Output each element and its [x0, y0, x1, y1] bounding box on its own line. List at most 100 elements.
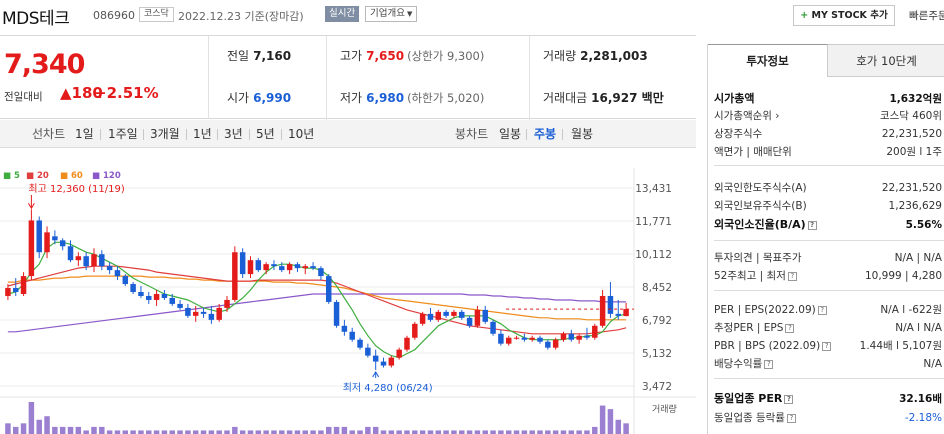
candle-body — [560, 333, 567, 340]
period-1d[interactable]: 1일 — [75, 127, 94, 141]
period-1w[interactable]: 1주일 — [108, 127, 138, 141]
high-label: 고가 — [340, 49, 363, 63]
add-mystock-button[interactable]: + MY STOCK 추가 — [793, 5, 895, 26]
candle-body — [576, 335, 582, 340]
help-icon[interactable]: ? — [785, 323, 795, 333]
high-annotation: 최고 12,360 (11/19) — [28, 183, 124, 195]
add-mystock-label: MY STOCK 추가 — [811, 10, 888, 21]
divider — [562, 129, 563, 140]
low-arrow-icon — [372, 370, 380, 378]
volume-bar — [451, 430, 457, 434]
info-row-value: 1.44배 l 5,107원 — [859, 340, 942, 352]
candle-body — [482, 309, 488, 322]
period-3m[interactable]: 3개월 — [150, 127, 180, 141]
info-row: 배당수익률? N/A — [708, 356, 944, 372]
candle-body — [349, 331, 355, 340]
volume-bar — [318, 430, 324, 434]
info-row-label: PBR | BPS (2022.09)? — [714, 338, 832, 354]
candle-body — [505, 337, 512, 344]
candle-body — [459, 311, 465, 318]
volume-bar — [75, 426, 82, 434]
help-icon[interactable]: ? — [787, 271, 797, 281]
volume-bar — [341, 426, 348, 434]
candle-weekly[interactable]: 주봉 — [534, 127, 557, 141]
amount-value: 16,927 백만 — [591, 91, 664, 105]
legend-ma5: ■ 5 — [3, 171, 20, 181]
candle-body — [208, 313, 215, 320]
volume-bar — [498, 430, 504, 434]
help-icon[interactable]: ? — [822, 341, 832, 351]
ma120-line — [7, 293, 627, 333]
candle-body — [419, 313, 426, 324]
candle-monthly[interactable]: 월봉 — [571, 127, 594, 141]
info-row-value: 코스닥 460위 — [879, 110, 942, 122]
low-value: 6,980 — [366, 91, 405, 105]
candle-body — [365, 347, 371, 356]
info-row: 시가총액 1,632억원 — [708, 91, 944, 107]
candle-body — [286, 264, 293, 271]
volume-label: 거래량 — [652, 403, 677, 415]
candle-body — [52, 236, 58, 241]
tab-quote-10[interactable]: 호가 10단계 — [828, 44, 944, 77]
candle-body — [325, 276, 332, 302]
volume-bar — [146, 430, 152, 434]
candle-body — [263, 264, 269, 271]
divider — [529, 36, 530, 120]
price-chart[interactable]: 13,431 11,771 10,112 8,452 6,792 5,132 3,472 거래… — [0, 168, 696, 434]
candle-body — [5, 288, 11, 296]
info-row-value: 32.16배 — [899, 393, 942, 405]
realtime-badge[interactable]: 실시간 — [325, 6, 360, 22]
candle-body — [99, 254, 105, 267]
volume-bar — [435, 430, 442, 434]
candle-daily[interactable]: 일봉 — [499, 127, 522, 141]
info-row: PER | EPS(2022.09)? N/A l -622원 — [708, 302, 944, 318]
candle-body — [380, 361, 387, 366]
volume-bar — [122, 430, 129, 434]
period-3y[interactable]: 3년 — [224, 127, 243, 141]
tab-investment-info[interactable]: 투자정보 — [708, 44, 828, 77]
period-10y[interactable]: 10년 — [288, 127, 315, 141]
info-row-label: 상장주식수 — [714, 128, 763, 140]
help-icon[interactable]: ? — [784, 394, 794, 404]
help-icon[interactable]: ? — [807, 220, 817, 230]
info-row: 액면가 | 매매단위 200원 l 1주 — [708, 144, 944, 160]
period-1y[interactable]: 1년 — [193, 127, 212, 141]
company-info-button[interactable]: 기업개요 ▼ — [365, 6, 418, 22]
candle-body — [607, 295, 614, 314]
info-row-value: N/A l N/A — [895, 322, 942, 334]
period-5y[interactable]: 5년 — [256, 127, 275, 141]
chevron-down-icon: ▼ — [406, 10, 413, 18]
volume-bar — [537, 430, 543, 434]
divider — [714, 290, 944, 291]
candle-body — [318, 268, 324, 277]
volume-bar — [513, 430, 520, 434]
quick-order-link[interactable]: 빠른주문 — [909, 10, 944, 22]
line-chart-label: 선차트 — [32, 127, 66, 141]
candle-body — [474, 309, 481, 326]
info-row-value: 22,231,520 — [881, 182, 942, 194]
help-icon[interactable]: ? — [764, 359, 774, 369]
volume-bar — [200, 430, 207, 434]
volume-bar — [443, 430, 449, 434]
summary-row-2: 시가 6,990 저가 6,980 (하한가 5,020) 거래대금 16,927 백만 — [209, 78, 697, 119]
candle-body — [122, 276, 129, 285]
volume-bar — [114, 430, 121, 434]
volume-bar — [302, 430, 309, 434]
candle-chart-label: 봉차트 — [455, 127, 489, 141]
legend-ma60-label: 60 — [71, 171, 83, 181]
volume-bar — [169, 430, 175, 434]
help-icon[interactable]: ? — [786, 413, 796, 423]
candle-body — [91, 254, 97, 267]
candle-body — [599, 295, 606, 326]
high-arrow-icon — [27, 203, 35, 210]
volume-bar — [263, 430, 269, 434]
y-tick-label: 6,792 — [642, 315, 672, 327]
volume-bar — [5, 423, 11, 434]
candle-body — [239, 252, 246, 275]
date-text: 2022.12.23 기준(장마감) — [178, 10, 304, 23]
price-box: 7,340 전일대비 ▲180 +2.51% — [0, 35, 208, 119]
candle-body — [294, 264, 301, 269]
volume-bar — [404, 430, 410, 434]
info-row-value: N/A | N/A — [894, 252, 942, 264]
help-icon[interactable]: ? — [817, 305, 827, 315]
